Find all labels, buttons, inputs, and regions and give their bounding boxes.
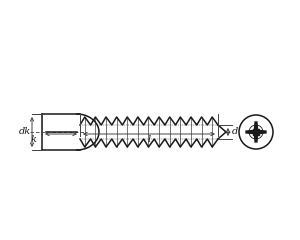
Text: dk: dk <box>19 127 31 137</box>
Text: d: d <box>232 127 238 137</box>
Polygon shape <box>254 122 258 132</box>
Polygon shape <box>254 132 258 142</box>
Polygon shape <box>246 130 256 134</box>
Bar <box>253 133 255 135</box>
Bar <box>257 129 260 131</box>
Polygon shape <box>256 130 266 134</box>
Bar <box>254 130 258 134</box>
Text: l: l <box>147 136 151 144</box>
Bar <box>253 129 255 131</box>
Text: k: k <box>31 134 37 144</box>
Bar <box>257 133 260 135</box>
